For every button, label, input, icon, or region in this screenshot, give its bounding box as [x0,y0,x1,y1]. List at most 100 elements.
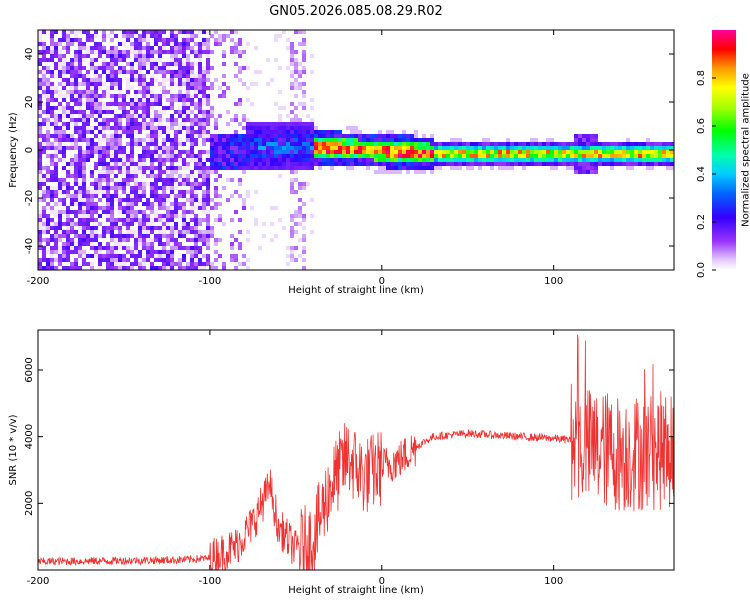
heatmap-cell [90,38,94,42]
heatmap-cell [194,86,198,90]
heatmap-cell [162,142,166,146]
heatmap-cell [234,146,238,150]
heatmap-cell [614,154,618,158]
heatmap-cell [190,170,194,174]
heatmap-cell [226,86,230,90]
heatmap-cell [78,202,82,206]
heatmap-cell [190,62,194,66]
heatmap-cell [42,190,46,194]
heatmap-cell [162,154,166,158]
y-tick-label: 2000 [24,491,35,516]
heatmap-cell [134,30,138,34]
heatmap-cell [138,266,142,270]
heatmap-cell [186,94,190,98]
heatmap-cell [42,118,46,122]
heatmap-cell [206,42,210,46]
heatmap-cell [74,198,78,202]
heatmap-cell [146,202,150,206]
heatmap-cell [306,158,310,162]
heatmap-cell [398,158,402,162]
heatmap-cell [322,134,326,138]
heatmap-cell [630,166,634,170]
heatmap-cell [74,126,78,130]
heatmap-cell [194,158,198,162]
heatmap-cell [126,238,130,242]
heatmap-cell [582,134,586,138]
heatmap-cell [38,158,42,162]
heatmap-cell [174,82,178,86]
heatmap-cell [590,166,594,170]
heatmap-cell [78,150,82,154]
heatmap-cell [250,142,254,146]
heatmap-cell [86,206,90,210]
heatmap-cell [310,154,314,158]
heatmap-cell [130,110,134,114]
heatmap-cell [670,166,674,170]
heatmap-cell [154,50,158,54]
heatmap-cell [614,158,618,162]
heatmap-cell [226,166,230,170]
heatmap-cell [182,166,186,170]
heatmap-cell [190,202,194,206]
heatmap-cell [154,250,158,254]
heatmap-cell [250,166,254,170]
heatmap-cell [302,66,306,70]
heatmap-cell [242,50,246,54]
heatmap-cell [138,242,142,246]
heatmap-cell [138,162,142,166]
heatmap-cell [66,70,70,74]
heatmap-cell [234,42,238,46]
heatmap-cell [186,162,190,166]
heatmap-cell [238,166,242,170]
heatmap-cell [294,142,298,146]
heatmap-cell [366,142,370,146]
heatmap-cell [70,262,74,266]
heatmap-cell [254,158,258,162]
heatmap-cell [202,82,206,86]
heatmap-cell [146,106,150,110]
heatmap-cell [574,150,578,154]
heatmap-cell [82,74,86,78]
heatmap-cell [178,190,182,194]
heatmap-cell [114,62,118,66]
heatmap-cell [226,34,230,38]
heatmap-cell [278,154,282,158]
heatmap-cell [162,94,166,98]
heatmap-cell [222,62,226,66]
heatmap-cell [478,162,482,166]
heatmap-cell [114,234,118,238]
heatmap-cell [138,82,142,86]
heatmap-cell [130,170,134,174]
heatmap-cell [114,254,118,258]
heatmap-cell [70,106,74,110]
heatmap-cell [58,214,62,218]
heatmap-cell [198,118,202,122]
heatmap-cell [62,258,66,262]
heatmap-cell [90,266,94,270]
heatmap-cell [202,30,206,34]
heatmap-cell [182,190,186,194]
heatmap-cell [78,170,82,174]
heatmap-cell [50,162,54,166]
heatmap-cell [38,222,42,226]
heatmap-cell [106,166,110,170]
heatmap-cell [566,142,570,146]
heatmap-cell [286,38,290,42]
heatmap-cell [186,250,190,254]
heatmap-cell [94,90,98,94]
heatmap-cell [78,130,82,134]
heatmap-cell [206,190,210,194]
heatmap-cell [214,158,218,162]
heatmap-cell [162,266,166,270]
heatmap-cell [138,254,142,258]
heatmap-cell [170,166,174,170]
heatmap-cell [130,246,134,250]
heatmap-cell [130,106,134,110]
heatmap-cell [310,214,314,218]
heatmap-cell [138,218,142,222]
heatmap-cell [174,198,178,202]
heatmap-cell [654,162,658,166]
heatmap-cell [50,82,54,86]
heatmap-cell [594,142,598,146]
heatmap-cell [42,110,46,114]
